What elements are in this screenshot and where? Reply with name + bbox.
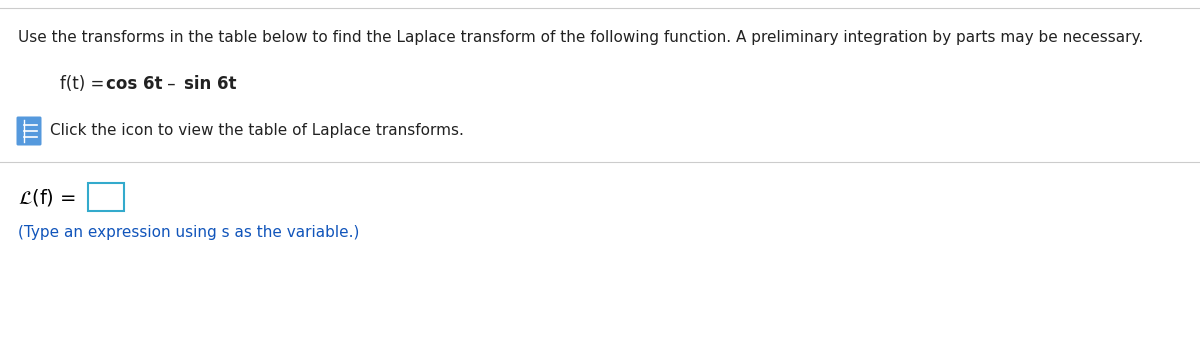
Text: Click the icon to view the table of Laplace transforms.: Click the icon to view the table of Lapl… [50,123,464,139]
Text: –: – [162,75,186,93]
Text: Use the transforms in the table below to find the Laplace transform of the follo: Use the transforms in the table below to… [18,30,1144,45]
Text: sin 6t: sin 6t [184,75,236,93]
FancyBboxPatch shape [88,183,124,211]
Text: f(t) =: f(t) = [60,75,109,93]
Text: cos 6t: cos 6t [106,75,162,93]
Text: $\mathcal{L}$(f) =: $\mathcal{L}$(f) = [18,187,78,208]
FancyBboxPatch shape [17,117,42,145]
Text: (Type an expression using s as the variable.): (Type an expression using s as the varia… [18,225,359,240]
